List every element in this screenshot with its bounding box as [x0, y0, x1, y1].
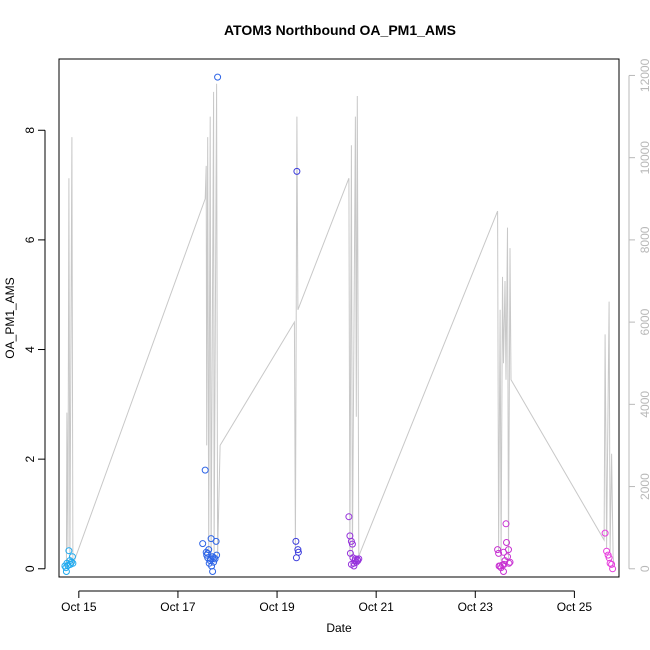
data-point	[354, 557, 362, 565]
data-point	[294, 546, 302, 554]
secondary-series-line	[65, 83, 615, 569]
y2-tick-label: 2000	[638, 473, 650, 500]
data-point	[292, 537, 300, 545]
data-point	[62, 564, 70, 572]
data-point	[503, 539, 510, 546]
data-point	[500, 568, 507, 575]
data-point	[505, 559, 513, 567]
data-point	[495, 549, 503, 557]
x-tick-label: Oct 23	[458, 600, 494, 614]
y-tick-label: 0	[23, 565, 37, 572]
data-point	[347, 560, 355, 568]
y2-tick-label: 4000	[638, 391, 650, 418]
data-point	[212, 537, 220, 545]
x-tick-label: Oct 17	[160, 600, 196, 614]
y2-tick-label: 0	[638, 565, 650, 572]
data-point	[209, 568, 217, 575]
y-tick-label: 4	[23, 346, 37, 353]
data-point	[502, 520, 510, 528]
points-layer	[61, 73, 617, 575]
data-point	[604, 551, 612, 559]
data-point	[504, 553, 511, 561]
data-point	[601, 529, 609, 537]
axes-layer: Oct 15 Oct 17 Oct 19 Oct 21 Oct 23 Oct 25 0 2 4 6…	[23, 58, 650, 614]
data-point	[211, 555, 219, 563]
y-tick-label: 2	[23, 455, 37, 462]
secondary-line-layer	[65, 83, 615, 569]
data-point	[355, 555, 363, 563]
data-point	[608, 560, 616, 568]
data-point	[66, 557, 74, 565]
y2-tick-label: 12000	[638, 58, 650, 92]
data-point	[213, 551, 221, 559]
data-point	[199, 540, 207, 548]
chart-title: ATOM3 Northbound OA_PM1_AMS	[224, 22, 456, 38]
data-point	[65, 547, 73, 555]
data-point	[204, 549, 212, 557]
plot-frame	[58, 58, 620, 578]
data-point	[348, 540, 356, 548]
y-tick-label: 6	[23, 236, 37, 243]
data-point	[500, 560, 508, 568]
y2-tick-label: 10000	[638, 141, 650, 175]
y2-tick-label: 8000	[638, 226, 650, 253]
data-point	[292, 554, 300, 562]
x-tick-label: Oct 21	[358, 600, 394, 614]
data-point	[293, 167, 301, 175]
data-point	[609, 565, 617, 573]
x-tick-label: Oct 19	[259, 600, 295, 614]
data-point	[603, 547, 611, 555]
y-axis-label: OA_PM1_AMS	[3, 277, 17, 358]
data-point	[207, 555, 215, 563]
y2-tick-label: 6000	[638, 308, 650, 335]
data-point	[606, 559, 614, 567]
data-point	[62, 568, 70, 575]
data-point	[345, 513, 353, 521]
data-point	[201, 466, 209, 474]
data-point	[205, 546, 213, 554]
data-point	[506, 558, 514, 566]
data-point	[494, 546, 502, 554]
data-point	[214, 73, 222, 81]
y-tick-label: 8	[23, 127, 37, 134]
x-tick-label: Oct 25	[557, 600, 593, 614]
x-axis-label: Date	[326, 621, 352, 635]
data-point	[505, 546, 512, 554]
x-tick-label: Oct 15	[61, 600, 97, 614]
